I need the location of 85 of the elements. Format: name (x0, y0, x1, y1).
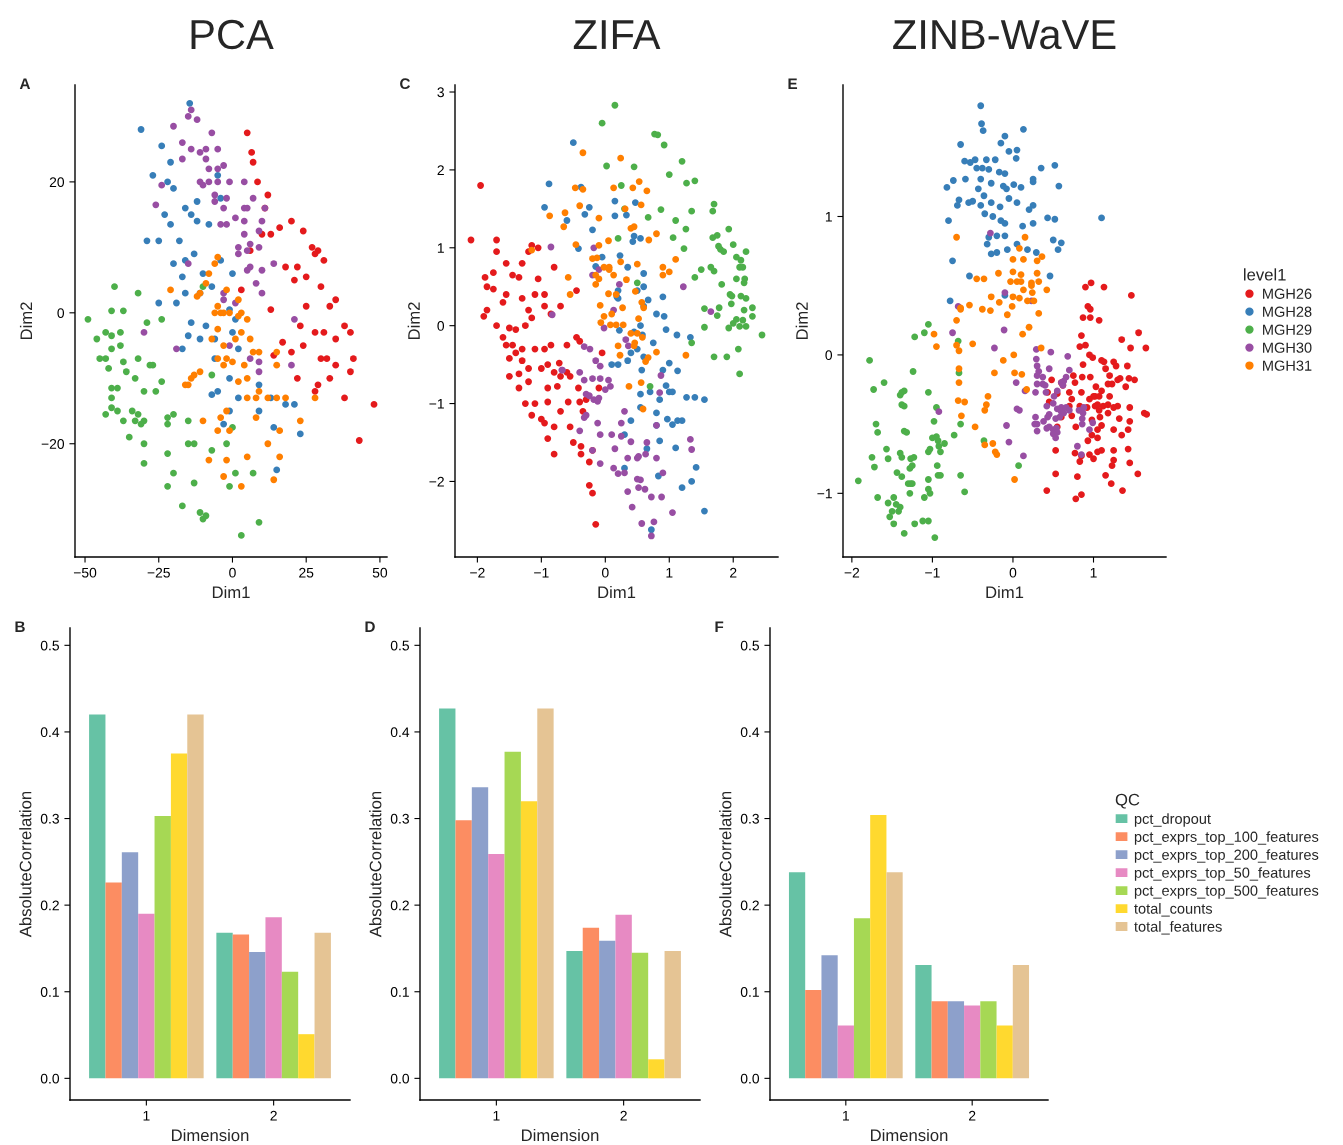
text: F (715, 621, 724, 632)
y-axis-title: AbsoluteCorrelation (369, 791, 382, 938)
y-tick-label: 0.3 (740, 813, 759, 824)
y-axis-title: Dim2 (407, 302, 420, 340)
y-axis-title: AbsoluteCorrelation (19, 791, 32, 938)
x-tick-label: −1 (534, 567, 549, 578)
y-tick-label: 0.3 (390, 813, 409, 824)
text: E (788, 78, 798, 89)
x-tick-label: 2 (270, 1110, 277, 1121)
x-axis-title: Dim1 (986, 585, 1024, 598)
x-tick-label: −2 (844, 567, 860, 578)
legend-title: level1 (1244, 268, 1286, 281)
x-tick-label: 1 (1090, 567, 1097, 578)
y-tick-label: 0.3 (40, 813, 59, 824)
x-tick-label: 2 (969, 1110, 976, 1121)
y-axis-title: Dim2 (19, 302, 33, 340)
y-tick-label: 0.4 (740, 727, 760, 738)
y-tick-label: −1 (817, 488, 832, 499)
legend-label: pct_exprs_top_50_features (1134, 867, 1311, 881)
y-tick-label: 0 (825, 350, 833, 361)
y-tick-label: 0.5 (40, 640, 59, 651)
x-tick-label: −1 (925, 567, 940, 578)
x-tick-label: 0 (601, 567, 609, 578)
x-axis-title: Dimension (522, 1128, 599, 1142)
y-tick-label: 0.1 (390, 987, 409, 997)
y-tick-label: 0.2 (390, 900, 409, 911)
legend-label: MGH28 (1263, 306, 1312, 317)
x-tick-label: 1 (843, 1110, 849, 1121)
y-tick-label: 0.2 (740, 900, 759, 911)
text: A (19, 78, 31, 89)
y-tick-label: 1 (437, 243, 444, 253)
y-tick-label: 0.0 (40, 1073, 60, 1084)
x-tick-label: −2 (470, 567, 485, 578)
y-tick-label: 0.4 (390, 727, 410, 738)
chart-title: PCA (191, 19, 274, 50)
x-axis-title: Dim1 (212, 585, 250, 598)
text: D (365, 621, 375, 632)
y-tick-label: −2 (429, 476, 444, 487)
x-tick-label: 1 (143, 1110, 150, 1121)
text: B (15, 621, 25, 632)
y-tick-label: 0.0 (740, 1073, 760, 1084)
y-tick-label: 0.4 (40, 727, 60, 738)
x-tick-label: 1 (666, 567, 673, 578)
x-tick-label: −50 (73, 567, 97, 578)
y-tick-label: 0.1 (40, 987, 59, 997)
x-tick-label: 25 (299, 567, 314, 578)
y-tick-label: 0.0 (390, 1073, 410, 1084)
y-axis-title: Dim2 (795, 302, 808, 340)
legend-label: pct_dropout (1134, 813, 1211, 827)
y-tick-label: 1 (825, 211, 832, 222)
y-tick-label: 0 (57, 308, 65, 318)
y-tick-label: 0.2 (40, 900, 59, 911)
chart-title: ZINB-WaVE (893, 20, 1116, 50)
x-tick-label: 50 (372, 567, 388, 578)
y-tick-label: 0.1 (740, 987, 759, 997)
x-tick-label: 0 (1009, 567, 1017, 578)
x-axis-title: Dim1 (598, 585, 636, 598)
y-tick-label: 20 (49, 177, 65, 188)
x-axis-title: Dimension (172, 1128, 249, 1142)
x-tick-label: −25 (147, 567, 170, 578)
y-tick-label: 0.5 (740, 640, 759, 651)
text: C (400, 78, 411, 90)
legend-label: pct_exprs_top_500_features (1134, 885, 1319, 899)
legend-label: MGH30 (1263, 342, 1312, 353)
legend-label: total_features (1134, 921, 1222, 935)
legend-label: pct_exprs_top_200_features (1134, 849, 1319, 863)
y-tick-label: −20 (41, 439, 65, 449)
y-tick-label: 0 (437, 321, 445, 331)
chart-title: ZIFA (573, 20, 661, 49)
legend-title: QC (1115, 793, 1140, 809)
legend-label: total_counts (1134, 903, 1213, 917)
y-tick-label: 0.5 (390, 640, 409, 651)
x-tick-label: 1 (493, 1110, 500, 1121)
x-axis-title: Dimension (871, 1128, 948, 1142)
y-tick-label: 3 (437, 87, 444, 98)
x-tick-label: 2 (730, 567, 737, 578)
y-tick-label: 2 (437, 165, 444, 175)
legend-label: pct_exprs_top_100_features (1134, 831, 1319, 845)
legend-label: MGH31 (1263, 360, 1312, 371)
y-axis-title: AbsoluteCorrelation (719, 791, 732, 938)
legend-label: MGH29 (1263, 324, 1312, 335)
x-tick-label: 2 (620, 1110, 627, 1121)
x-tick-label: 0 (229, 567, 236, 578)
legend-label: MGH26 (1263, 288, 1312, 299)
y-tick-label: −1 (429, 399, 444, 409)
